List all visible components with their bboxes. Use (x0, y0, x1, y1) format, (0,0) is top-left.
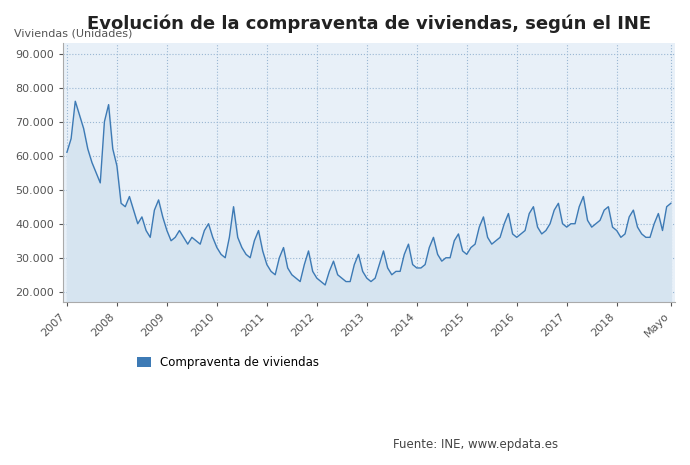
Legend: Compraventa de viviendas: Compraventa de viviendas (132, 351, 324, 374)
Text: Fuente: INE, www.epdata.es: Fuente: INE, www.epdata.es (393, 438, 558, 451)
Title: Evolución de la compraventa de viviendas, según el INE: Evolución de la compraventa de viviendas… (87, 15, 651, 33)
Text: Viviendas (Unidades): Viviendas (Unidades) (14, 28, 132, 38)
